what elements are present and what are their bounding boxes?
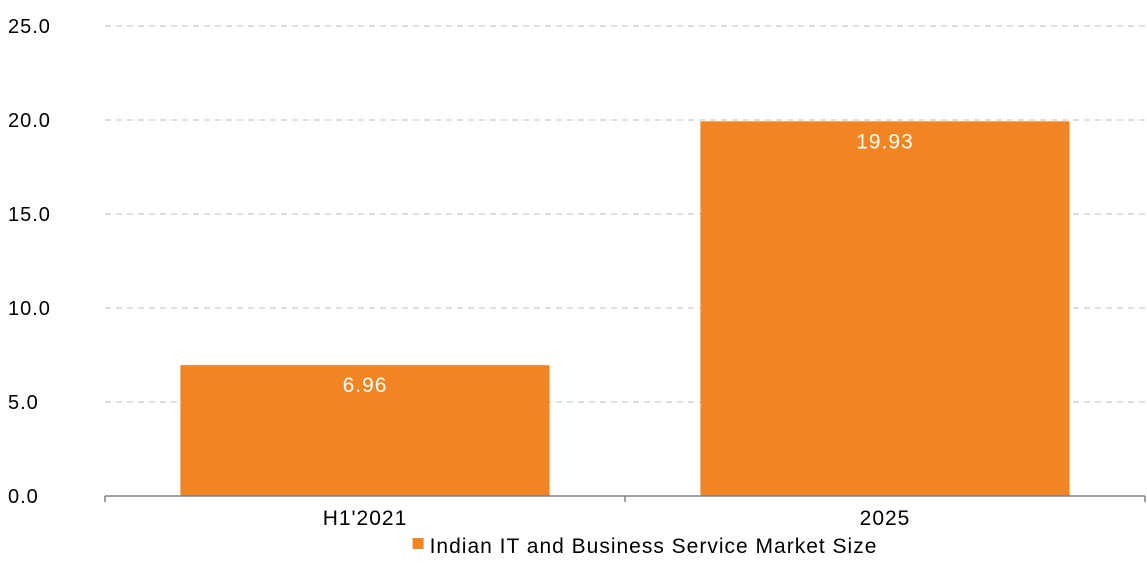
axes [104, 495, 1146, 502]
y-tick-label: 0.0 [8, 486, 39, 508]
x-tick-label: 2025 [860, 507, 911, 530]
labels: 0.0 5.0 10.0 15.0 20.0 25.0 6.96 H1'2021 19.93 20… [8, 16, 914, 530]
y-tick-label: 25.0 [8, 16, 51, 38]
x-tick-label: H1'2021 [323, 507, 408, 530]
data-label: 6.96 [343, 374, 388, 397]
y-tick-label: 10.0 [8, 298, 51, 320]
data-label: 19.93 [856, 130, 914, 153]
bar [700, 121, 1070, 496]
legend-label: Indian IT and Business Service Market Si… [430, 535, 878, 558]
y-tick-label: 20.0 [8, 110, 51, 132]
bar [180, 365, 550, 496]
y-tick-label: 15.0 [8, 204, 51, 226]
legend: Indian IT and Business Service Market Si… [412, 535, 878, 558]
y-tick-label: 5.0 [8, 392, 39, 414]
bars [180, 121, 1070, 496]
legend-swatch [412, 538, 424, 549]
gridlines [105, 25, 1145, 403]
